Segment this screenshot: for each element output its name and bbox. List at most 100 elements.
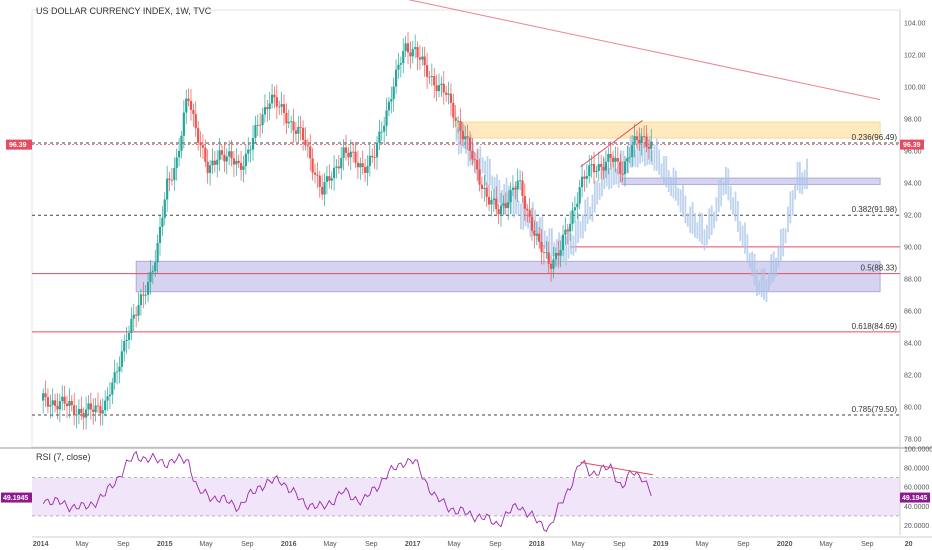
candle-body <box>600 164 603 167</box>
candle-body <box>104 400 107 411</box>
candle-body <box>590 164 593 166</box>
candle-body <box>173 167 176 181</box>
projection-bar <box>660 163 663 179</box>
candle-body <box>476 160 479 170</box>
projection-bar <box>474 152 477 174</box>
candle-body <box>580 176 584 188</box>
candle-body <box>433 76 436 86</box>
candle-body <box>545 252 548 254</box>
time-tick-label-9: 2017 <box>405 541 421 548</box>
candle-body <box>192 109 195 115</box>
candle-body <box>530 216 534 231</box>
price-tick-label-6: 92.00 <box>904 212 922 219</box>
projection-bar <box>491 175 494 190</box>
candle-body <box>46 397 50 407</box>
candle-body <box>323 181 326 195</box>
projection-bar <box>672 167 675 199</box>
candle-body <box>321 186 324 195</box>
zone-resistance-0 <box>455 121 881 139</box>
projection-bar <box>691 202 694 235</box>
trendlines[interactable] <box>291 0 881 168</box>
candle-body <box>378 131 381 143</box>
candle-body <box>263 107 267 115</box>
candle-body <box>363 167 367 173</box>
candle-body <box>65 403 69 407</box>
projection-bar <box>565 236 568 266</box>
candle-body <box>569 223 572 232</box>
candle-body <box>495 198 498 210</box>
projection-bar <box>739 221 742 242</box>
projection-bar <box>806 158 808 190</box>
candle-body <box>161 217 164 227</box>
projection-bar <box>612 156 615 186</box>
candle-body <box>528 210 531 217</box>
projection-bar <box>708 208 711 240</box>
candle-body <box>437 85 441 92</box>
projection-bar <box>665 155 668 188</box>
candle-body <box>235 160 238 165</box>
projection-bar <box>655 138 658 171</box>
rsi-tick-label-4: 20.0000 <box>904 523 929 530</box>
candle-body <box>552 259 555 269</box>
candle-body <box>211 160 214 166</box>
rsi-label: RSI (7, close) <box>36 452 91 462</box>
projection-bar <box>558 232 560 265</box>
candle-body <box>53 400 57 406</box>
projection-bar <box>686 213 689 227</box>
candle-body <box>130 318 133 333</box>
candle-body <box>347 152 350 158</box>
projection-bar <box>717 180 720 213</box>
candle-body <box>311 158 314 173</box>
candle-body <box>380 131 383 133</box>
candle-body <box>616 158 619 162</box>
candle-body <box>361 163 364 168</box>
price-candles[interactable] <box>42 31 653 430</box>
candle-body <box>497 209 500 215</box>
projection-bar <box>534 209 537 233</box>
projection-bar <box>715 197 718 222</box>
projection-bar <box>522 197 525 230</box>
candle-body <box>89 403 92 410</box>
candle-body <box>118 366 121 372</box>
candle-body <box>421 56 424 60</box>
projection-bar <box>705 224 708 246</box>
projection-bar <box>500 190 503 209</box>
candle-body <box>642 136 646 138</box>
candle-body <box>540 241 543 253</box>
projection-bar <box>701 213 704 245</box>
projection-bar <box>725 166 727 195</box>
candle-body <box>485 187 488 197</box>
candle-body <box>516 180 519 190</box>
candle-body <box>163 199 166 218</box>
projection-bar <box>493 177 496 205</box>
projection-bar <box>801 172 804 195</box>
candle-body <box>132 314 135 319</box>
candle-body <box>127 332 131 340</box>
projection-bar <box>467 136 470 167</box>
candle-body <box>42 393 45 401</box>
candle-body <box>526 208 529 211</box>
projection-bar <box>732 197 735 215</box>
fib-label-2: 0.5(88.33) <box>861 264 898 273</box>
projection-bar <box>496 174 498 206</box>
projection-bar <box>787 206 789 233</box>
projection-bar <box>598 182 601 200</box>
candle-body <box>621 173 624 175</box>
candle-body <box>406 43 410 53</box>
candle-body <box>349 151 352 158</box>
candle-body <box>509 189 512 203</box>
candle-body <box>352 151 355 153</box>
candle-body <box>149 272 152 283</box>
rsi-badge-right: 49.1945 <box>900 492 930 503</box>
projection-bar <box>596 180 599 205</box>
candle-body <box>328 176 331 181</box>
time-tick-label-15: 2019 <box>653 541 669 548</box>
price-badge-left-text: 96.39 <box>9 142 27 149</box>
rsi-panel[interactable] <box>32 450 900 532</box>
candle-body <box>125 339 128 342</box>
candle-body <box>168 178 171 180</box>
projection-bar <box>529 208 532 238</box>
projection-bar <box>560 235 563 261</box>
projection-bar <box>593 180 596 213</box>
